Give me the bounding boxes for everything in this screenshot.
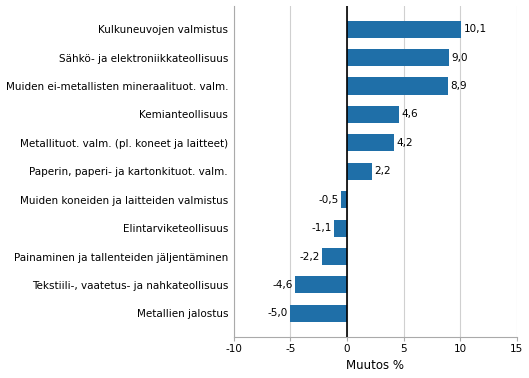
Text: -2,2: -2,2 [299,251,320,262]
Text: 4,6: 4,6 [402,109,418,119]
Bar [295,276,347,293]
Text: 2,2: 2,2 [374,166,391,176]
Text: 8,9: 8,9 [450,81,467,91]
Bar [347,106,399,123]
Text: -1,1: -1,1 [312,223,332,233]
Bar [334,220,347,237]
Bar [347,134,395,151]
Bar [341,191,347,208]
Bar [347,21,461,38]
Text: 9,0: 9,0 [451,53,468,63]
Text: -0,5: -0,5 [318,195,339,204]
Text: -4,6: -4,6 [272,280,293,290]
X-axis label: Muutos %: Muutos % [346,359,404,372]
Bar [290,305,347,322]
Text: 10,1: 10,1 [463,24,487,34]
Text: 4,2: 4,2 [397,138,413,148]
Bar [347,49,449,66]
Bar [322,248,347,265]
Bar [347,77,448,94]
Bar [347,163,372,180]
Text: -5,0: -5,0 [268,308,288,318]
